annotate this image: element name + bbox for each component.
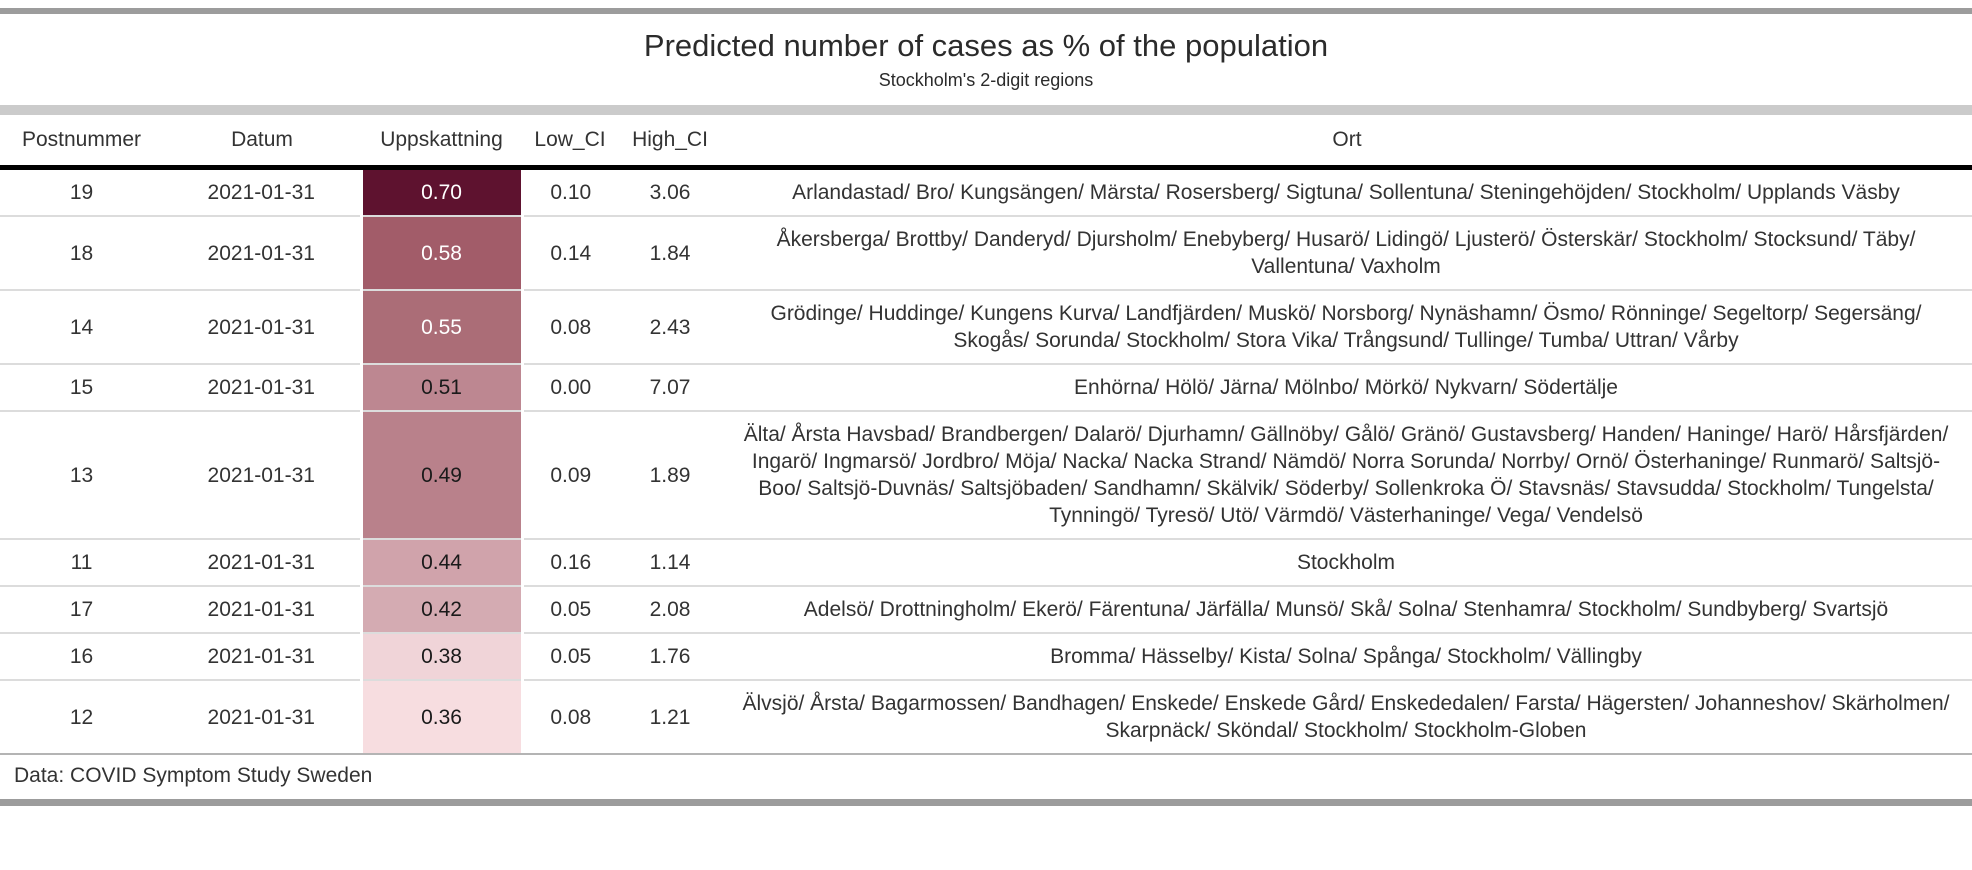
cell-ort: Enhörna/ Hölö/ Järna/ Mölnbo/ Mörkö/ Nyk…: [722, 363, 1972, 411]
cell-datum: 2021-01-31: [163, 585, 361, 633]
bottom-rule: [0, 799, 1972, 806]
cell-uppskattning: 0.58: [359, 215, 524, 290]
footer-top-rule: [0, 753, 1972, 755]
cell-postnummer: 15: [0, 363, 163, 411]
page-subtitle: Stockholm's 2-digit regions: [878, 70, 1094, 90]
top-rule: [0, 8, 1972, 14]
table-row: 17 2021-01-31 0.42 0.05 2.08 Adelsö/ Drottnin…: [0, 585, 1972, 633]
cell-postnummer: 13: [0, 410, 163, 539]
cell-uppskattning: 0.38: [359, 632, 524, 680]
table-row: 14 2021-01-31 0.55 0.08 2.43 Grödinge/ Huddin…: [0, 289, 1972, 364]
title-block: Predicted number of cases as % of the po…: [0, 14, 1972, 105]
cell-postnummer: 12: [0, 679, 163, 753]
table-row: 11 2021-01-31 0.44 0.16 1.14 Stockholm: [0, 538, 1972, 586]
table-header-row: Postnummer Datum Uppskattning Low_CI Hig…: [0, 115, 1972, 170]
cell-high-ci: 7.07: [618, 363, 722, 411]
cell-datum: 2021-01-31: [163, 289, 361, 364]
column-header-low-ci: Low_CI: [522, 115, 618, 170]
cell-high-ci: 1.76: [618, 632, 722, 680]
cell-low-ci: 0.08: [522, 679, 618, 753]
table-row: 13 2021-01-31 0.49 0.09 1.89 Älta/ Årsta Havs…: [0, 410, 1972, 539]
column-header-high-ci: High_CI: [618, 115, 722, 170]
cell-low-ci: 0.05: [522, 585, 618, 633]
cell-low-ci: 0.16: [522, 538, 618, 586]
cell-low-ci: 0.14: [522, 215, 618, 290]
cell-ort: Bromma/ Hässelby/ Kista/ Solna/ Spånga/ …: [722, 632, 1972, 680]
column-header-datum: Datum: [163, 115, 361, 170]
cases-table: Postnummer Datum Uppskattning Low_CI Hig…: [0, 115, 1972, 753]
cell-low-ci: 0.00: [522, 363, 618, 411]
column-header-uppskattning: Uppskattning: [361, 115, 522, 170]
cell-high-ci: 1.89: [618, 410, 722, 539]
cell-datum: 2021-01-31: [207, 181, 315, 204]
cell-datum: 2021-01-31: [163, 215, 361, 290]
cell-high-ci: 3.06: [649, 181, 691, 204]
cell-low-ci: 0.10: [550, 181, 592, 204]
cell-uppskattning: 0.51: [359, 363, 524, 411]
cell-postnummer: 11: [0, 538, 163, 586]
cell-datum: 2021-01-31: [163, 410, 361, 539]
cell-postnummer: 17: [0, 585, 163, 633]
cell-ort: Åkersberga/ Brottby/ Danderyd/ Djursholm…: [722, 215, 1972, 290]
cell-low-ci: 0.09: [522, 410, 618, 539]
cell-uppskattning: 0.70: [359, 167, 524, 216]
cell-high-ci: 2.08: [618, 585, 722, 633]
cell-datum: 2021-01-31: [163, 538, 361, 586]
cell-datum: 2021-01-31: [163, 363, 361, 411]
cell-postnummer: 16: [0, 632, 163, 680]
cell-ort: Stockholm: [722, 538, 1972, 586]
header-top-rule: [0, 105, 1972, 115]
column-header-ort: Ort: [722, 115, 1972, 170]
cell-low-ci: 0.08: [522, 289, 618, 364]
cell-uppskattning: 0.36: [359, 679, 524, 753]
cell-ort: Älta/ Årsta Havsbad/ Brandbergen/ Dalarö…: [722, 410, 1972, 539]
table-row: 12 2021-01-31 0.36 0.08 1.21 Älvsjö/ Årsta/ B…: [0, 679, 1972, 753]
cell-high-ci: 2.43: [618, 289, 722, 364]
table-row: 19 2021-01-31 0.70 0.10 3.06 Arlandastad/ Bro…: [0, 167, 1972, 216]
cell-uppskattning: 0.55: [359, 289, 524, 364]
cell-high-ci: 1.21: [618, 679, 722, 753]
table-row: 16 2021-01-31 0.38 0.05 1.76 Bromma/ Hässelby…: [0, 632, 1972, 680]
cell-ort: Älvsjö/ Årsta/ Bagarmossen/ Bandhagen/ E…: [722, 679, 1972, 753]
cell-high-ci: 1.84: [618, 215, 722, 290]
cell-postnummer: 14: [0, 289, 163, 364]
cell-uppskattning: 0.44: [359, 538, 524, 586]
cell-low-ci: 0.05: [522, 632, 618, 680]
cell-datum: 2021-01-31: [163, 679, 361, 753]
cell-ort: Adelsö/ Drottningholm/ Ekerö/ Färentuna/…: [722, 585, 1972, 633]
cell-uppskattning: 0.42: [359, 585, 524, 633]
table-row: 15 2021-01-31 0.51 0.00 7.07 Enhörna/ Hölö/ J…: [0, 363, 1972, 411]
cell-datum: 2021-01-31: [163, 632, 361, 680]
cell-ort: Grödinge/ Huddinge/ Kungens Kurva/ Landf…: [722, 289, 1972, 364]
data-source-note: Data: COVID Symptom Study Sweden: [14, 764, 373, 787]
cell-postnummer: 19: [69, 181, 94, 204]
column-header-postnummer: Postnummer: [0, 115, 163, 170]
cell-ort: Arlandastad/ Bro/ Kungsängen/ Märsta/ Ro…: [792, 181, 1900, 204]
cell-high-ci: 1.14: [618, 538, 722, 586]
table-row: 18 2021-01-31 0.58 0.14 1.84 Åkersberga/ Brot…: [0, 215, 1972, 290]
cell-postnummer: 18: [0, 215, 163, 290]
cell-uppskattning: 0.49: [359, 410, 524, 539]
page-title: Predicted number of cases as % of the po…: [643, 28, 1329, 63]
